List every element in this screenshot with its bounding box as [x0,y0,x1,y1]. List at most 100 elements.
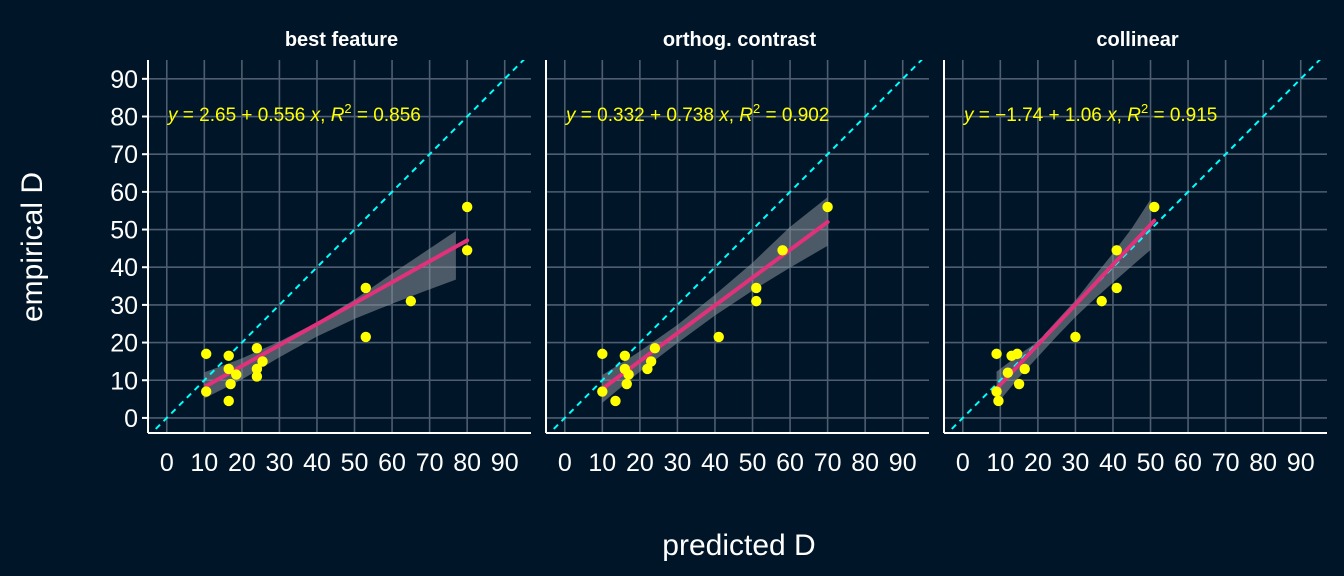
fit-line [600,220,830,391]
equation-eq2: = 0.856 [352,105,421,126]
x-tick-label: 30 [664,449,692,477]
equation-x: x [310,105,322,126]
data-point [225,378,236,390]
fit-line [204,238,470,388]
data-point [201,348,212,360]
data-point [713,331,724,343]
data-point [1111,245,1122,256]
data-point [991,386,1002,397]
panel-1: best feature y = 2.65 + 0.556 x, R2 = 0.8… [147,29,531,477]
x-tick-label: 60 [378,449,406,477]
data-point [1149,201,1160,213]
data-point [201,386,212,397]
equation-y: y [962,105,975,126]
y-tick-label: 30 [110,292,138,320]
x-tick-label: 50 [341,449,369,477]
data-point [621,378,632,390]
data-point [1070,331,1081,343]
regression-equation: y = 0.332 + 0.738 x, R2 = 0.902 [564,101,829,126]
data-point [597,348,608,360]
data-point [597,386,608,397]
equation-sup: 2 [1141,101,1148,116]
data-point [610,395,621,407]
x-tick-label: 80 [851,449,879,477]
y-tick-label: 20 [110,330,138,358]
x-tick-label: 10 [986,449,1014,477]
data-point [645,356,657,367]
equation-r: R [739,105,753,126]
x-tick-label: 0 [160,449,174,477]
x-tick-label: 50 [739,449,767,477]
y-tick-label: 80 [110,104,138,132]
data-point [777,245,788,256]
equation-x: x [718,105,730,126]
data-point [1019,363,1030,375]
x-tick-label: 50 [1137,449,1165,477]
equation-y: y [564,105,577,126]
y-axis-title: empirical D [16,172,49,322]
data-point [619,350,631,361]
data-point [251,363,263,375]
data-point [991,348,1002,360]
x-tick-label: 70 [814,449,842,477]
y-tick-label: 10 [110,367,138,395]
fit-line [994,218,1157,391]
equation-eq1: = 0.332 + 0.738 [576,105,720,126]
data-point [251,343,263,354]
data-point [751,282,762,294]
data-point [461,201,473,213]
x-tick-label: 20 [1024,449,1052,477]
data-point [649,343,661,354]
x-tick-label: 90 [1287,449,1315,477]
y-tick-label: 0 [124,405,138,433]
data-point [1002,367,1014,378]
y-tick-label: 50 [110,217,138,245]
x-tick-label: 60 [776,449,804,477]
x-tick-label: 10 [190,449,218,477]
equation-eq2: = 0.915 [1148,105,1217,126]
x-tick-label: 40 [701,449,729,477]
y-tick-label: 90 [110,66,138,94]
x-tick-label: 30 [266,449,294,477]
y-tick-label: 60 [110,179,138,207]
regression-equation: y = −1.74 + 1.06 x, R2 = 0.915 [962,101,1217,126]
equation-sup: 2 [344,101,351,116]
x-tick-label: 90 [491,449,519,477]
x-tick-label: 0 [956,449,970,477]
data-point [1111,282,1122,294]
x-tick-label: 30 [1062,449,1090,477]
equation-sup: 2 [753,101,760,116]
x-tick-label: 70 [416,449,444,477]
x-tick-label: 80 [1249,449,1277,477]
equation-sep: , [729,105,740,126]
data-point [223,395,234,407]
data-point [360,331,371,343]
data-point [251,371,263,382]
identity-line [548,60,923,433]
data-point [751,295,762,307]
x-tick-label: 20 [626,449,654,477]
equation-eq1: = 2.65 + 0.556 [178,105,311,126]
data-point [257,356,268,367]
x-axis-title: predicted D [662,529,815,562]
x-tick-label: 90 [889,449,917,477]
data-point [223,350,234,361]
data-point [1012,348,1023,360]
y-axis-ticks: 0 10 20 30 40 50 60 70 80 90 [110,66,148,433]
panel-3: collinear y = −1.74 + 1.06 x, R2 = 0.915 0… [943,29,1327,477]
data-point [461,245,473,256]
x-tick-label: 10 [588,449,616,477]
y-tick-label: 40 [110,254,138,282]
x-tick-label: 60 [1174,449,1202,477]
confidence-band [996,199,1151,405]
x-tick-label: 70 [1212,449,1240,477]
data-point [231,369,242,380]
panel-title: collinear [1096,29,1178,51]
x-tick-label: 80 [453,449,481,477]
data-point [623,369,634,380]
equation-r: R [331,105,345,126]
data-point [822,201,833,213]
equation-r: R [1127,105,1141,126]
